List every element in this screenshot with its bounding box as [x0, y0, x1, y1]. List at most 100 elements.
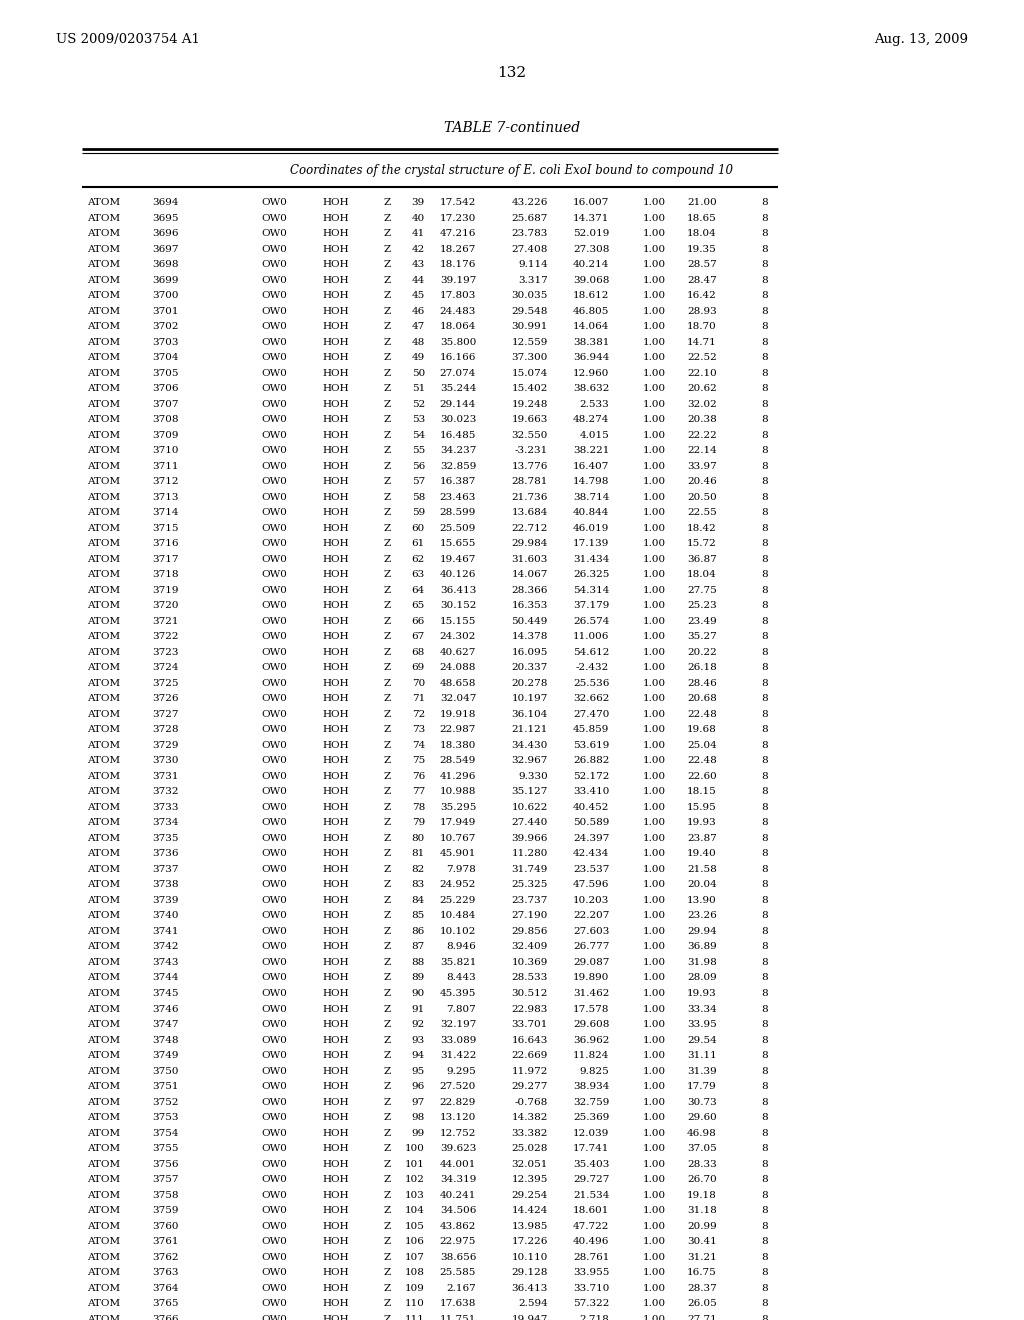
Text: 28.533: 28.533 [511, 974, 548, 982]
Text: 8: 8 [762, 818, 768, 828]
Text: 8: 8 [762, 741, 768, 750]
Text: 8: 8 [762, 1222, 768, 1230]
Text: Z: Z [384, 1175, 391, 1184]
Text: ATOM: ATOM [87, 1237, 120, 1246]
Text: 1.00: 1.00 [642, 586, 666, 595]
Text: 15.402: 15.402 [511, 384, 548, 393]
Text: HOH: HOH [323, 570, 349, 579]
Text: 1.00: 1.00 [642, 430, 666, 440]
Text: 8: 8 [762, 850, 768, 858]
Text: OW0: OW0 [261, 694, 287, 704]
Text: 34.319: 34.319 [439, 1175, 476, 1184]
Text: 8: 8 [762, 1237, 768, 1246]
Text: 27.603: 27.603 [572, 927, 609, 936]
Text: 78: 78 [412, 803, 425, 812]
Text: 38.656: 38.656 [439, 1253, 476, 1262]
Text: 30.023: 30.023 [439, 414, 476, 424]
Text: 77: 77 [412, 787, 425, 796]
Text: 18.04: 18.04 [687, 570, 717, 579]
Text: 43.862: 43.862 [439, 1222, 476, 1230]
Text: 45.859: 45.859 [572, 726, 609, 734]
Text: 17.803: 17.803 [439, 290, 476, 300]
Text: 3718: 3718 [153, 570, 179, 579]
Text: 27.75: 27.75 [687, 586, 717, 595]
Text: HOH: HOH [323, 1051, 349, 1060]
Text: HOH: HOH [323, 554, 349, 564]
Text: 27.190: 27.190 [511, 911, 548, 920]
Text: 8: 8 [762, 694, 768, 704]
Text: Z: Z [384, 741, 391, 750]
Text: 3716: 3716 [153, 540, 179, 548]
Text: OW0: OW0 [261, 772, 287, 781]
Text: HOH: HOH [323, 958, 349, 968]
Text: Z: Z [384, 834, 391, 843]
Text: HOH: HOH [323, 244, 349, 253]
Text: Z: Z [384, 244, 391, 253]
Text: OW0: OW0 [261, 927, 287, 936]
Text: 10.484: 10.484 [439, 911, 476, 920]
Text: Z: Z [384, 276, 391, 285]
Text: 1.00: 1.00 [642, 570, 666, 579]
Text: 33.701: 33.701 [511, 1020, 548, 1030]
Text: HOH: HOH [323, 710, 349, 719]
Text: 3766: 3766 [153, 1315, 179, 1320]
Text: HOH: HOH [323, 1283, 349, 1292]
Text: 32.409: 32.409 [511, 942, 548, 952]
Text: ATOM: ATOM [87, 989, 120, 998]
Text: 3759: 3759 [153, 1206, 179, 1216]
Text: 38.632: 38.632 [572, 384, 609, 393]
Text: 95: 95 [412, 1067, 425, 1076]
Text: Z: Z [384, 787, 391, 796]
Text: HOH: HOH [323, 1005, 349, 1014]
Text: 20.337: 20.337 [511, 663, 548, 672]
Text: OW0: OW0 [261, 198, 287, 207]
Text: 8: 8 [762, 989, 768, 998]
Text: ATOM: ATOM [87, 260, 120, 269]
Text: 93: 93 [412, 1035, 425, 1044]
Text: 3715: 3715 [153, 524, 179, 533]
Text: 8: 8 [762, 1144, 768, 1154]
Text: 2.167: 2.167 [446, 1283, 476, 1292]
Text: 90: 90 [412, 989, 425, 998]
Text: 28.93: 28.93 [687, 306, 717, 315]
Text: 3756: 3756 [153, 1160, 179, 1168]
Text: 16.643: 16.643 [511, 1035, 548, 1044]
Text: 3710: 3710 [153, 446, 179, 455]
Text: OW0: OW0 [261, 616, 287, 626]
Text: HOH: HOH [323, 726, 349, 734]
Text: ATOM: ATOM [87, 322, 120, 331]
Text: OW0: OW0 [261, 524, 287, 533]
Text: 23.737: 23.737 [511, 896, 548, 906]
Text: Z: Z [384, 430, 391, 440]
Text: 36.413: 36.413 [511, 1283, 548, 1292]
Text: 1.00: 1.00 [642, 927, 666, 936]
Text: Coordinates of the crystal structure of E. coli ExoI bound to compound 10: Coordinates of the crystal structure of … [291, 164, 733, 177]
Text: OW0: OW0 [261, 414, 287, 424]
Text: 85: 85 [412, 911, 425, 920]
Text: 102: 102 [406, 1175, 425, 1184]
Text: OW0: OW0 [261, 338, 287, 347]
Text: HOH: HOH [323, 1035, 349, 1044]
Text: 31.21: 31.21 [687, 1253, 717, 1262]
Text: 26.882: 26.882 [572, 756, 609, 766]
Text: 64: 64 [412, 586, 425, 595]
Text: 26.70: 26.70 [687, 1175, 717, 1184]
Text: Z: Z [384, 958, 391, 968]
Text: 24.302: 24.302 [439, 632, 476, 642]
Text: 8: 8 [762, 602, 768, 610]
Text: HOH: HOH [323, 741, 349, 750]
Text: 15.95: 15.95 [687, 803, 717, 812]
Text: 11.972: 11.972 [511, 1067, 548, 1076]
Text: 20.62: 20.62 [687, 384, 717, 393]
Text: 28.09: 28.09 [687, 974, 717, 982]
Text: ATOM: ATOM [87, 492, 120, 502]
Text: 39.068: 39.068 [572, 276, 609, 285]
Text: 62: 62 [412, 554, 425, 564]
Text: Z: Z [384, 694, 391, 704]
Text: Z: Z [384, 492, 391, 502]
Text: 48: 48 [412, 338, 425, 347]
Text: 37.300: 37.300 [511, 354, 548, 362]
Text: 37.179: 37.179 [572, 602, 609, 610]
Text: ATOM: ATOM [87, 602, 120, 610]
Text: 1.00: 1.00 [642, 260, 666, 269]
